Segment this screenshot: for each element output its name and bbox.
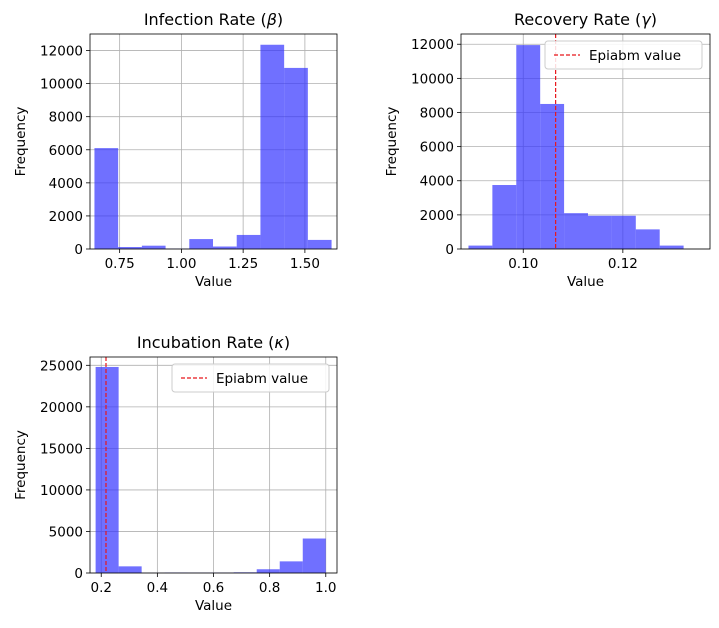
y-tick-label: 6000: [49, 143, 83, 159]
x-axis-label: Value: [195, 274, 232, 290]
y-tick-label: 15000: [40, 441, 83, 457]
chart-title-text: Infection Rate (: [144, 10, 267, 29]
histogram-bar: [213, 246, 237, 249]
chart-title: Recovery Rate (γ): [514, 10, 657, 29]
axes-frame: [460, 33, 711, 250]
y-tick-label: 8000: [420, 105, 454, 121]
histogram-bar: [302, 538, 326, 573]
incubation-rate-panel: 0.2 0.4 0.6 0.8 1.0 0 5000 10000 15000 20000 25000…: [13, 333, 338, 614]
y-tick-label: 8000: [49, 110, 83, 126]
y-axis-label: Frequency: [13, 107, 29, 177]
legend-label: Epiabm value: [216, 371, 308, 387]
y-tick-label: 25000: [40, 358, 83, 374]
legend-box: [544, 40, 703, 70]
histogram-bar: [279, 561, 303, 573]
histogram-bar: [95, 366, 119, 573]
histogram-bar: [256, 569, 280, 573]
x-tick-label: 0.4: [147, 580, 168, 596]
chart-title: Incubation Rate (κ): [137, 333, 290, 352]
y-tick-label: 2000: [49, 209, 83, 225]
histogram-bar: [189, 239, 214, 249]
chart-title: Infection Rate (β): [144, 10, 283, 29]
y-tick-label: 4000: [420, 174, 454, 190]
legend: Epiabm value: [544, 40, 703, 70]
histogram-bar: [141, 245, 166, 249]
y-tick-label: 10000: [40, 483, 83, 499]
y-tick-label: 4000: [49, 176, 83, 192]
histogram-bar: [611, 215, 636, 249]
histogram-bar: [118, 566, 142, 573]
legend-label: Epiabm value: [589, 48, 681, 64]
histogram-bar: [587, 215, 612, 249]
y-tick-label: 12000: [40, 44, 83, 60]
histogram-bar: [635, 229, 660, 249]
histogram-bar: [118, 247, 142, 249]
x-tick-label: 1.0: [315, 580, 336, 596]
histogram-bar: [284, 67, 308, 250]
x-axis-label: Value: [567, 274, 604, 290]
y-axis-label: Frequency: [13, 430, 29, 500]
histogram-bar: [659, 245, 684, 249]
histogram-bar: [94, 148, 119, 249]
chart-title-symbol: β: [266, 10, 277, 29]
chart-title-text: Recovery Rate (: [514, 10, 641, 29]
y-tick-label: 10000: [40, 77, 83, 93]
histogram-bar: [236, 234, 261, 249]
histogram-bar: [516, 45, 541, 249]
chart-title-symbol: κ: [274, 333, 284, 352]
y-tick-label: 20000: [40, 400, 83, 416]
histogram-bar: [540, 103, 565, 249]
y-tick-label: 0: [445, 242, 454, 258]
x-axis-label: Value: [195, 598, 232, 614]
x-tick-label: 0.6: [203, 580, 224, 596]
y-tick-label: 0: [74, 566, 83, 582]
histogram-bar: [307, 239, 332, 249]
infection-rate-panel: 0.75 1.00 1.25 1.50 0 2000 4000 6000 8000 10000 12…: [13, 10, 338, 290]
legend: Epiabm value: [171, 363, 330, 393]
histogram-bar: [492, 185, 517, 249]
y-tick-label: 5000: [49, 524, 83, 540]
chart-title-symbol: γ: [641, 10, 652, 29]
histogram-bar: [564, 213, 588, 249]
legend-box: [171, 363, 330, 393]
x-tick-label: 0.75: [105, 256, 135, 272]
y-axis-label: Frequency: [384, 107, 400, 177]
x-tick-label: 0.2: [90, 580, 111, 596]
chart-title-close: ): [277, 10, 283, 29]
axes-frame: [89, 33, 338, 250]
recovery-rate-panel: 0.10 0.12 0 2000 4000 6000 8000 10000 12000 Value…: [384, 10, 711, 290]
y-tick-label: 12000: [411, 37, 454, 53]
chart-title-close: ): [284, 333, 290, 352]
y-tick-label: 10000: [411, 71, 454, 87]
y-tick-label: 2000: [420, 208, 454, 224]
y-tick-label: 0: [74, 242, 83, 258]
chart-title-close: ): [651, 10, 657, 29]
x-tick-label: 1.25: [228, 256, 258, 272]
x-tick-label: 1.50: [290, 256, 320, 272]
chart-title-text: Incubation Rate (: [137, 333, 275, 352]
x-tick-label: 0.12: [608, 256, 638, 272]
x-tick-label: 0.10: [508, 256, 538, 272]
histogram-bar: [260, 44, 285, 249]
histogram-bar: [468, 245, 493, 249]
x-tick-label: 1.00: [166, 256, 196, 272]
x-tick-label: 0.8: [259, 580, 280, 596]
y-tick-label: 6000: [420, 140, 454, 156]
